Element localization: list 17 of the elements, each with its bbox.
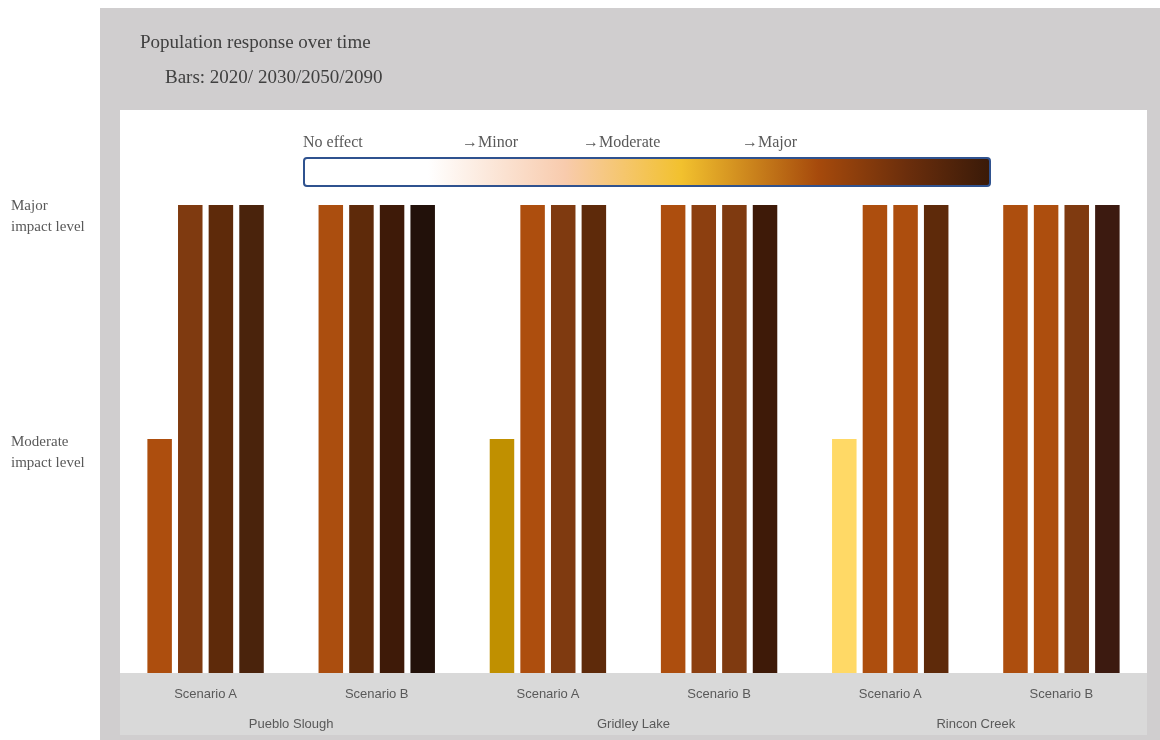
- text: Moderate impact level: [11, 432, 85, 472]
- x-tick-label: Scenario B: [344, 685, 409, 701]
- text: →Major: [742, 133, 798, 151]
- x-tick-label: Scenario A: [174, 685, 238, 701]
- chart-title: Population response over time: [140, 31, 371, 53]
- x-tick-label: Scenario B: [687, 685, 751, 701]
- text: Rincon Creek: [936, 716, 1016, 731]
- x-tick-label: Scenario A: [858, 685, 923, 701]
- text: Major impact level: [11, 196, 85, 236]
- x-tick-label: Scenario A: [516, 685, 580, 701]
- text: No effect: [303, 133, 363, 151]
- text: →Minor: [462, 133, 518, 151]
- x-tick-label: Scenario B: [1029, 685, 1094, 701]
- text: Pueblo Slough: [248, 716, 334, 731]
- text: Gridley Lake: [597, 716, 670, 731]
- text: →Moderate: [583, 133, 661, 151]
- chart-subtitle: Bars: 2020/ 2030/2050/2090: [165, 66, 383, 88]
